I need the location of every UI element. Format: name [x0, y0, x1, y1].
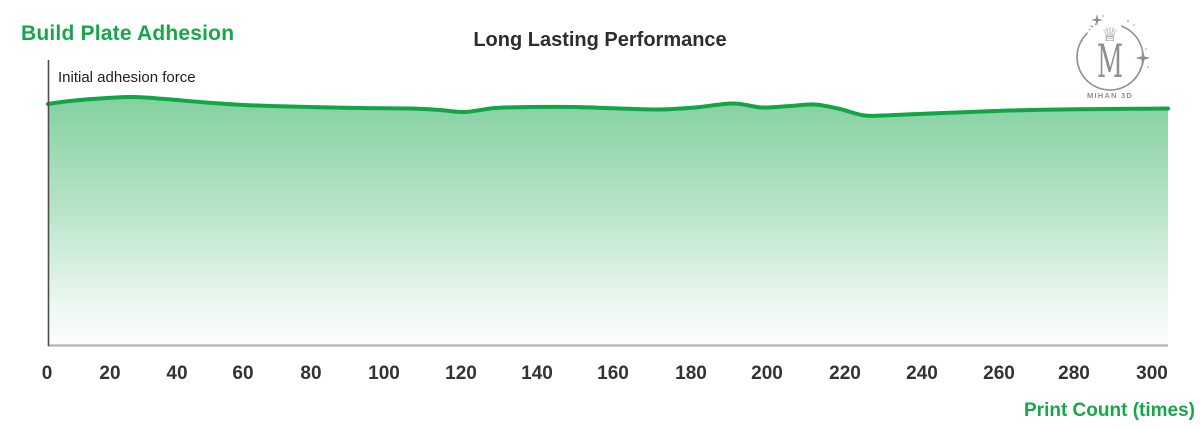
x-tick-label: 300	[1136, 363, 1168, 384]
x-tick-label: 220	[829, 363, 861, 384]
logo-letter: M	[1097, 34, 1123, 88]
logo-dots-icon	[1078, 20, 1147, 79]
adhesion-line	[46, 94, 1170, 118]
x-axis-title: Print Count (times)	[1024, 400, 1195, 421]
area-fill	[48, 96, 1168, 346]
x-tick-label: 40	[166, 363, 188, 384]
initial-adhesion-annotation: Initial adhesion force	[58, 69, 196, 86]
x-tick-label: 60	[232, 363, 254, 384]
x-tick-label: 140	[521, 363, 553, 384]
crown-icon: ♕	[1101, 24, 1118, 46]
x-tick-label: 240	[906, 363, 938, 384]
mihan3d-logo: ♕ M MIHAN 3D	[1076, 14, 1151, 100]
x-tick-label: 20	[99, 363, 121, 384]
x-tick-label: 80	[300, 363, 322, 384]
logo-brand-text: MIHAN 3D	[1087, 93, 1133, 100]
y-axis-title: Build Plate Adhesion	[21, 22, 235, 45]
x-tick-label: 180	[675, 363, 707, 384]
sparkle-icon	[1091, 14, 1104, 26]
x-tick-label: 200	[751, 363, 783, 384]
logo-circle-dotted-icon	[1086, 21, 1099, 35]
x-tick-label: 280	[1058, 363, 1090, 384]
x-tick-label: 160	[597, 363, 629, 384]
x-tick-label: 100	[368, 363, 400, 384]
x-tick-label: 260	[983, 363, 1015, 384]
x-tick-label: 120	[445, 363, 477, 384]
x-tick-label: 0	[41, 363, 53, 384]
sparkle-icon	[1135, 50, 1151, 68]
chart-title: Long Lasting Performance	[473, 29, 727, 51]
logo-circle-icon	[1076, 25, 1144, 91]
